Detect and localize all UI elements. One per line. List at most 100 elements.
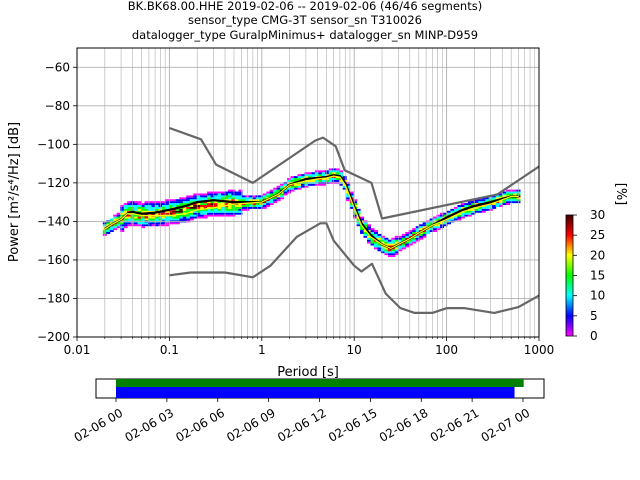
histogram-cell <box>387 239 392 242</box>
histogram-cell <box>290 187 295 190</box>
histogram-cell <box>266 195 271 198</box>
histogram-cell <box>377 243 382 246</box>
histogram-cell <box>154 224 159 227</box>
histogram-cell <box>186 218 191 221</box>
histogram-cell <box>273 187 278 190</box>
histogram-cell <box>391 249 396 252</box>
histogram-cell <box>234 199 239 202</box>
histogram-cell <box>227 191 232 194</box>
histogram-cell <box>457 214 462 217</box>
histogram-cell <box>193 197 198 200</box>
histogram-cell <box>453 216 458 219</box>
histogram-cell <box>356 222 361 225</box>
histogram-cell <box>252 205 257 207</box>
histogram-cell <box>398 247 403 250</box>
histogram-cell <box>248 197 253 200</box>
histogram-cell <box>179 203 184 206</box>
histogram-cell <box>391 255 396 258</box>
histogram-cell <box>186 216 191 219</box>
histogram-cell <box>227 214 232 217</box>
histogram-cell <box>360 230 365 232</box>
histogram-cell <box>203 212 208 215</box>
histogram-cell <box>513 189 518 192</box>
histogram-cell <box>436 228 441 231</box>
histogram-cell <box>172 216 177 219</box>
histogram-cell <box>113 216 118 219</box>
histogram-cell <box>405 237 410 240</box>
histogram-cell <box>210 197 215 200</box>
histogram-cell <box>460 212 465 215</box>
histogram-cell <box>234 195 239 198</box>
histogram-cell <box>259 203 264 206</box>
histogram-cell <box>433 216 438 219</box>
histogram-cell <box>224 195 229 198</box>
histogram-cell <box>151 208 156 211</box>
histogram-cell <box>509 199 514 202</box>
histogram-cell <box>314 170 319 173</box>
histogram-cell <box>360 218 365 221</box>
histogram-cell <box>276 185 281 188</box>
histogram-cell <box>294 187 299 190</box>
histogram-cell <box>304 185 309 188</box>
histogram-cell <box>318 172 323 175</box>
histogram-cell <box>273 197 278 200</box>
histogram-cell <box>165 224 170 227</box>
histogram-cell <box>116 216 121 219</box>
histogram-cell <box>318 183 323 186</box>
histogram-cell <box>481 208 486 211</box>
title-line-1: BK.BK68.00.HHE 2019-02-06 -- 2019-02-06 … <box>128 0 482 13</box>
histogram-cell <box>210 212 215 215</box>
histogram-cell <box>175 214 180 217</box>
histogram-cell <box>273 193 278 196</box>
histogram-cell <box>321 178 326 180</box>
histogram-cell <box>287 185 292 188</box>
histogram-cell <box>221 203 226 206</box>
histogram-cell <box>189 212 194 215</box>
histogram-cell <box>446 222 451 225</box>
histogram-cell <box>332 176 337 179</box>
histogram-cell <box>231 193 236 196</box>
histogram-cell <box>394 253 399 256</box>
histogram-cell <box>408 239 413 242</box>
histogram-cell <box>422 235 427 238</box>
histogram-cell <box>221 208 226 211</box>
histogram-cell <box>367 241 372 244</box>
histogram-cell <box>116 222 121 225</box>
histogram-cell <box>109 230 114 232</box>
histogram-cell <box>207 212 212 215</box>
histogram-cell <box>367 226 372 229</box>
histogram-cell <box>471 203 476 206</box>
low-noise-model-curve <box>169 222 540 314</box>
timeline-tick-label: 02-06 18 <box>377 406 431 445</box>
histogram-cell <box>380 237 385 240</box>
histogram-cell <box>193 212 198 215</box>
histogram-cell <box>224 199 229 202</box>
histogram-cell <box>186 201 191 204</box>
histogram-cell <box>189 195 194 198</box>
histogram-cell <box>186 208 191 211</box>
histogram-cell <box>172 203 177 206</box>
histogram-cell <box>422 231 427 234</box>
histogram-cell <box>495 203 500 206</box>
histogram-cell <box>123 205 128 207</box>
timeline-tick-label: 02-07 00 <box>479 406 533 445</box>
histogram-cell <box>224 191 229 194</box>
histogram-cell <box>467 203 472 206</box>
histogram-cell <box>120 222 125 225</box>
histogram-cell <box>294 179 299 182</box>
histogram-cell <box>495 205 500 207</box>
histogram-cell <box>384 253 389 256</box>
histogram-cell <box>196 214 201 217</box>
histogram-cell <box>221 210 226 213</box>
histogram-cell <box>227 193 232 196</box>
histogram-cell <box>380 235 385 238</box>
histogram-cell <box>297 183 302 186</box>
histogram-cell <box>339 172 344 175</box>
x-axis-label: Period [s] <box>277 365 339 380</box>
histogram-cell <box>227 197 232 200</box>
histogram-cell <box>321 183 326 186</box>
colorbar-gradient <box>565 214 574 337</box>
histogram-cell <box>349 191 354 194</box>
histogram-cell <box>467 205 472 207</box>
histogram-cell <box>325 174 330 177</box>
